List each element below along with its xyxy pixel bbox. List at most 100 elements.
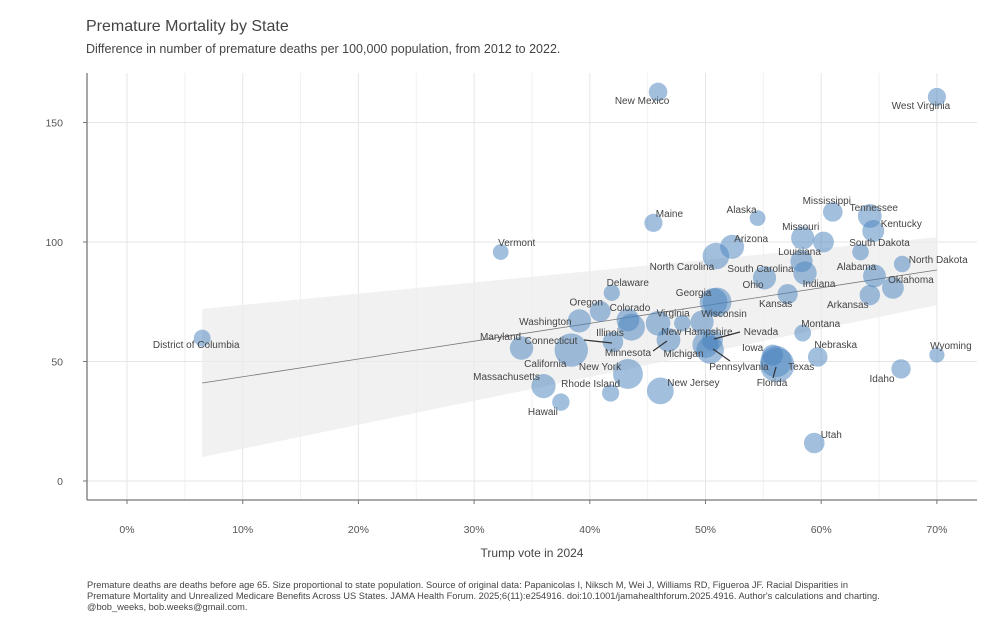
point-california	[554, 333, 588, 367]
leader-line	[772, 366, 777, 379]
label-rhode-island: Rhode Island	[561, 379, 620, 390]
y-tick-label: 100	[45, 237, 63, 249]
label-ohio: Ohio	[743, 280, 765, 291]
point-washington	[567, 309, 591, 333]
label-minnesota: Minnesota	[605, 348, 652, 359]
point-unlabeled	[790, 250, 813, 273]
label-new-jersey: New Jersey	[667, 378, 719, 389]
label-maine: Maine	[656, 209, 684, 220]
point-west-virginia	[927, 87, 947, 107]
y-tick-label: 150	[45, 118, 63, 130]
point-idaho	[891, 359, 911, 379]
label-arizona: Arizona	[734, 234, 768, 245]
leader-line	[712, 348, 731, 362]
label-louisiana: Louisiana	[778, 247, 821, 258]
label-district-of-columbia: District of Columbia	[153, 340, 240, 351]
x-tick-label: 70%	[926, 524, 947, 536]
label-south-carolina: South Carolina	[727, 264, 794, 275]
label-iowa: Iowa	[742, 343, 764, 354]
x-tick-label: 20%	[348, 524, 369, 536]
leader-line	[713, 331, 741, 340]
point-mississippi	[822, 202, 843, 222]
point-rhode-island	[602, 384, 620, 402]
point-new-york	[613, 359, 643, 389]
point-vermont	[492, 244, 509, 260]
point-labels: District of Columbia Vermont New Mexico Wes…	[153, 96, 972, 441]
point-missouri	[791, 226, 815, 250]
label-vermont: Vermont	[498, 238, 535, 249]
label-new-mexico: New Mexico	[615, 96, 670, 107]
point-wyoming	[929, 347, 945, 363]
label-south-dakota: South Dakota	[849, 238, 910, 249]
x-tick-label: 0%	[119, 524, 134, 536]
point-alabama	[863, 264, 886, 288]
label-utah: Utah	[821, 430, 842, 441]
chart-subtitle: Difference in number of premature deaths…	[86, 42, 561, 56]
point-hawaii	[552, 393, 570, 411]
label-massachusetts: Massachusetts	[473, 372, 540, 383]
point-new-mexico	[648, 82, 668, 102]
x-axis-label: Trump vote in 2024	[481, 546, 584, 560]
x-tick-label: 50%	[695, 524, 716, 536]
label-indiana: Indiana	[803, 279, 836, 290]
label-california: California	[524, 359, 567, 370]
label-wisconsin: Wisconsin	[701, 309, 747, 320]
label-alabama: Alabama	[837, 262, 877, 273]
point-north-dakota	[893, 255, 911, 273]
label-new-hampshire: New Hampshire	[661, 327, 733, 338]
label-washington: Washington	[519, 317, 571, 328]
data-points	[193, 82, 947, 454]
point-maine	[644, 213, 663, 232]
x-tick-label: 60%	[811, 524, 832, 536]
point-delaware	[603, 284, 620, 302]
point-district-of-columbia	[193, 329, 211, 347]
point-colorado	[616, 308, 640, 332]
point-louisiana	[813, 231, 834, 253]
point-kansas	[777, 284, 798, 305]
label-michigan: Michigan	[663, 349, 703, 360]
leader-line	[583, 339, 613, 344]
label-connecticut: Connecticut	[525, 336, 578, 347]
label-virginia: Virginia	[656, 308, 690, 319]
point-nevada	[701, 329, 723, 351]
label-nebraska: Nebraska	[814, 340, 857, 351]
point-georgia	[699, 288, 728, 316]
label-texas: Texas	[788, 362, 814, 373]
label-oregon: Oregon	[570, 297, 603, 308]
label-idaho: Idaho	[870, 374, 895, 385]
label-new-york: New York	[579, 362, 622, 373]
point-alaska	[749, 210, 766, 227]
label-montana: Montana	[801, 319, 840, 330]
label-kentucky: Kentucky	[881, 219, 922, 230]
label-nevada: Nevada	[744, 327, 779, 338]
label-illinois: Illinois	[596, 328, 624, 339]
leader-line	[652, 340, 668, 352]
point-oklahoma	[882, 276, 904, 299]
chart-title: Premature Mortality by State	[86, 18, 289, 35]
point-utah	[803, 432, 825, 454]
point-oregon	[589, 300, 611, 322]
label-hawaii: Hawaii	[528, 407, 558, 418]
point-maryland	[509, 336, 534, 360]
label-tennessee: Tennessee	[850, 203, 899, 214]
x-tick-label: 30%	[464, 524, 485, 536]
label-arkansas: Arkansas	[827, 300, 869, 311]
point-south-carolina	[752, 266, 777, 290]
label-west-virginia: West Virginia	[892, 101, 951, 112]
point-new-hampshire	[674, 314, 691, 332]
label-georgia: Georgia	[676, 288, 712, 299]
y-tick-label: 0	[57, 476, 63, 488]
label-kansas: Kansas	[759, 299, 792, 310]
x-tick-label: 40%	[579, 524, 600, 536]
label-missouri: Missouri	[782, 222, 819, 233]
label-maryland: Maryland	[480, 332, 521, 343]
point-massachusetts	[531, 374, 556, 399]
label-alaska: Alaska	[727, 205, 757, 216]
point-iowa	[762, 344, 784, 366]
label-oklahoma: Oklahoma	[888, 275, 934, 286]
point-arizona	[720, 234, 745, 259]
x-tick-label: 10%	[232, 524, 253, 536]
point-kentucky	[862, 220, 885, 243]
label-wyoming: Wyoming	[930, 341, 972, 352]
